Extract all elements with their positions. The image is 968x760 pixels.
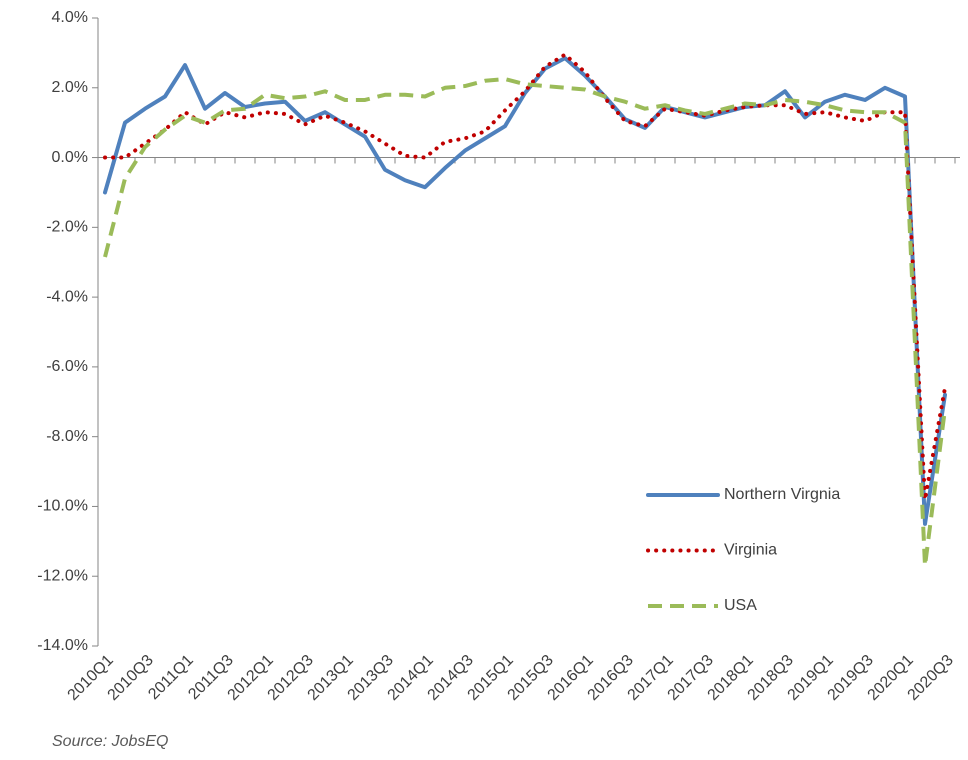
y-tick-label: -2.0% <box>46 219 88 236</box>
source-note: Source: JobsEQ <box>52 733 169 750</box>
y-tick-label: 2.0% <box>52 79 88 96</box>
series-line <box>103 56 947 526</box>
legend-label: USA <box>724 597 757 614</box>
y-tick-label: 4.0% <box>52 9 88 26</box>
y-tick-label: -6.0% <box>46 358 88 375</box>
legend-label: Northern Virgnia <box>724 486 840 503</box>
y-tick-label: -14.0% <box>37 637 88 654</box>
y-tick-label: -4.0% <box>46 288 88 305</box>
legend-label: Virginia <box>724 542 777 559</box>
y-tick-label: -10.0% <box>37 498 88 515</box>
series-line <box>103 77 947 568</box>
y-tick-label: -8.0% <box>46 428 88 445</box>
series-line <box>103 52 947 502</box>
y-tick-label: 0.0% <box>52 149 88 166</box>
y-tick-label: -12.0% <box>37 567 88 584</box>
